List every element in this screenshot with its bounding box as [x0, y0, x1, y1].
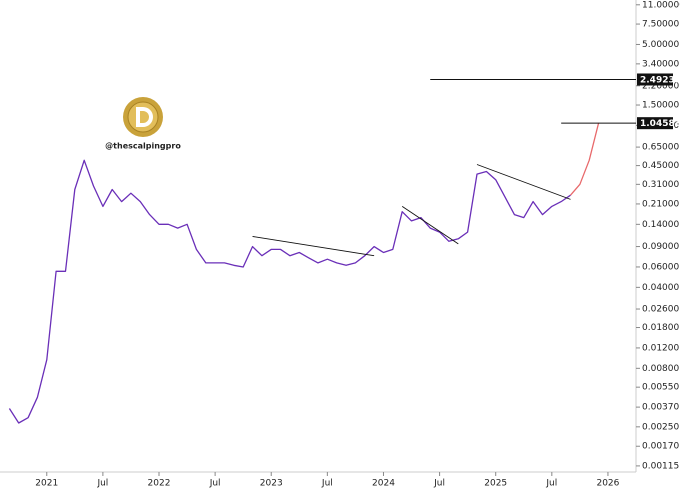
y-tick-label: 2.20000 — [642, 81, 679, 91]
x-tick-label: Jul — [321, 479, 333, 489]
trendline — [401, 206, 459, 245]
y-tick-label: 0.00170 — [642, 442, 679, 452]
y-tick-label: 11.00000 — [642, 0, 680, 10]
x-tick-label: Jul — [96, 479, 108, 489]
y-tick-label: 0.00800 — [642, 364, 679, 374]
y-tick-label: 0.00550 — [642, 383, 679, 393]
logo-inner — [127, 101, 159, 133]
y-tick-label: 0.00370 — [642, 403, 679, 413]
y-tick-label: 0.31000 — [642, 180, 679, 190]
x-tick-label: 2022 — [148, 479, 171, 489]
y-tick-label: 0.09000 — [642, 242, 679, 252]
y-tick-label: 0.04000 — [642, 283, 679, 293]
y-tick-label: 0.21000 — [642, 199, 679, 209]
watermark-logo — [123, 97, 163, 137]
trendline — [252, 236, 375, 257]
y-tick-label: 0.06000 — [642, 262, 679, 272]
y-tick-label: 3.40000 — [642, 59, 679, 69]
x-tick-label: 2025 — [484, 479, 507, 489]
y-tick-label: 0.65000 — [642, 143, 679, 153]
level-label: 2.49231 — [640, 75, 680, 85]
x-tick-label: Jul — [209, 479, 221, 489]
y-tick-label: 7.50000 — [642, 20, 679, 30]
y-tick-label: 5.00000 — [642, 40, 679, 50]
price-line — [8, 159, 571, 424]
y-tick-label: 0.45000 — [642, 161, 679, 171]
x-tick-label: 2026 — [596, 479, 619, 489]
y-tick-label: 1.50000 — [642, 101, 679, 111]
x-tick-label: 2024 — [372, 479, 395, 489]
y-tick-label: 0.00115 — [642, 461, 679, 471]
price-line — [570, 122, 600, 196]
level-label: 1.04583 — [640, 119, 680, 129]
logo-d — [136, 107, 153, 127]
x-tick-label: Jul — [433, 479, 445, 489]
level-label-box — [637, 117, 673, 130]
x-tick-label: 2021 — [35, 479, 58, 489]
x-tick-label: 2023 — [260, 479, 283, 489]
y-tick-label: 0.01800 — [642, 323, 679, 333]
x-tick-label: Jul — [545, 479, 557, 489]
y-tick-label: 0.14000 — [642, 220, 679, 230]
level-label-box — [637, 73, 673, 86]
y-tick-label: 0.01200 — [642, 343, 679, 353]
watermark: @thescalpingpro — [105, 142, 181, 151]
trendline — [476, 164, 571, 200]
y-tick-label: 0.02600 — [642, 305, 679, 315]
y-tick-label: 0.00250 — [642, 422, 679, 432]
